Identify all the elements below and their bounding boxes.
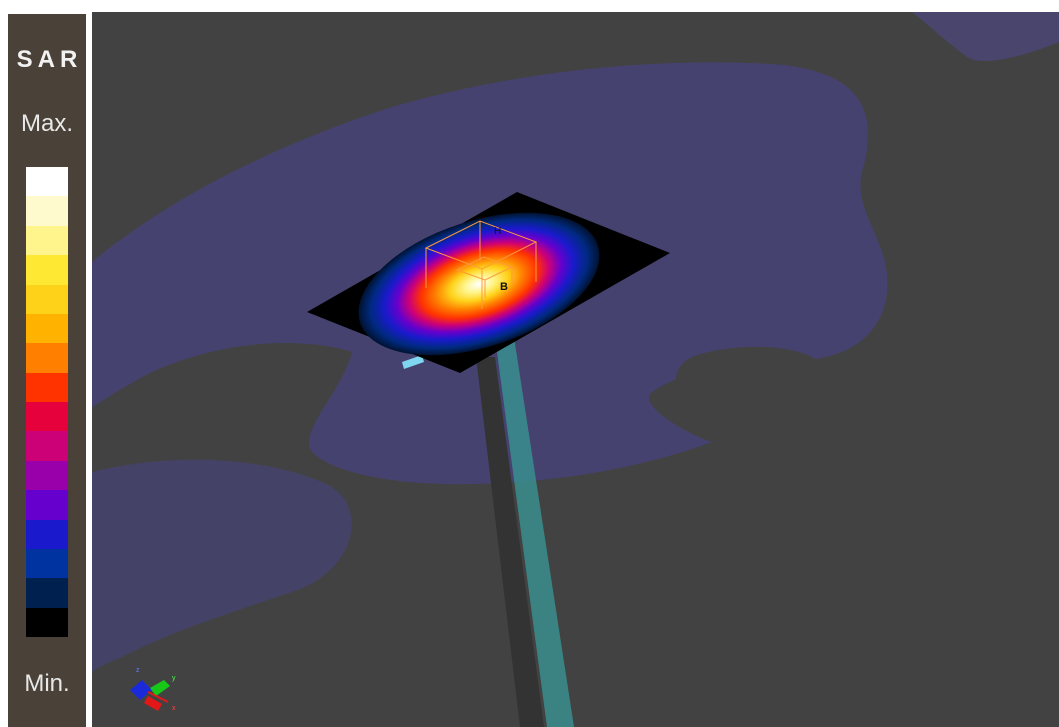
colorbar-swatch [26, 255, 68, 285]
colorbar-swatch [26, 343, 68, 373]
colorbar-swatch [26, 460, 68, 491]
colorbar-swatch [26, 196, 68, 226]
colorbar-swatch [26, 607, 68, 637]
colorbar-swatch [26, 284, 68, 314]
feed-line-shadow [476, 357, 544, 727]
orientation-axes-icon[interactable]: x y z [130, 667, 176, 712]
sar-colorbar [26, 167, 68, 637]
legend-min-label: Min. [24, 670, 70, 697]
tissue-surface-top-right [912, 12, 1059, 62]
axis-x-label: x [172, 705, 176, 712]
axis-y-label: y [172, 675, 176, 682]
connector-stub [402, 355, 424, 369]
axis-z-label: z [136, 667, 140, 674]
tissue-surface-lower-left [92, 459, 352, 672]
b-field-label: B [500, 281, 508, 293]
scene-canvas[interactable]: H B x y z [92, 12, 1059, 727]
colorbar-swatch [26, 548, 68, 579]
colorbar-swatch [26, 402, 68, 432]
sar-legend-panel: SAR Max. Min. [8, 14, 86, 727]
sar-legend-title: SAR [16, 46, 83, 73]
feed-line [495, 337, 574, 727]
3d-viewport[interactable]: H B x y z [92, 12, 1059, 727]
colorbar-swatch [26, 225, 68, 256]
colorbar-swatch [26, 578, 68, 608]
h-field-label: H [494, 226, 501, 237]
legend-max-label: Max. [20, 110, 73, 137]
colorbar-swatch [26, 431, 68, 461]
field-probe-box-large [424, 220, 538, 309]
colorbar-swatch [26, 313, 68, 344]
tissue-cavity [675, 346, 823, 421]
colorbar-swatch [26, 167, 68, 197]
field-probe-box-small [455, 256, 514, 298]
colorbar-swatch [26, 372, 68, 402]
sar-hotspot [358, 212, 600, 356]
colorbar-swatch [26, 519, 68, 549]
colorbar-swatch [26, 490, 68, 520]
